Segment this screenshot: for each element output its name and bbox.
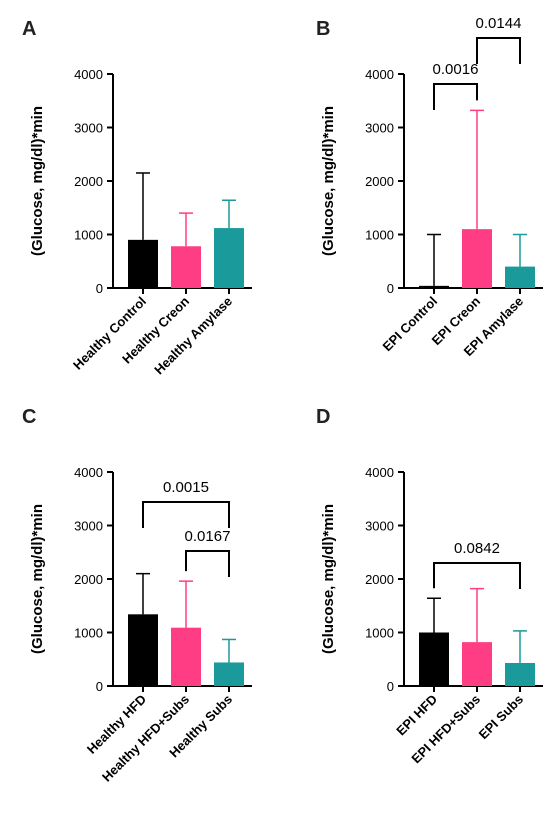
y-tick-label: 0: [387, 281, 394, 296]
y-tick-label: 3000: [74, 121, 103, 136]
bar: [419, 285, 449, 288]
y-tick-label: 4000: [74, 67, 103, 82]
bar: [214, 228, 244, 288]
p-value-label: 0.0016: [433, 61, 479, 78]
y-axis-label: (Glucose, mg/dl)*min: [320, 106, 337, 256]
bar: [505, 662, 535, 686]
panel-letter: B: [316, 18, 330, 40]
y-tick-label: 3000: [365, 121, 394, 136]
bar: [171, 627, 201, 686]
bar: [505, 266, 535, 288]
significance-bracket: 0.0167: [185, 528, 231, 577]
bar: [128, 239, 158, 288]
bar: [462, 229, 492, 288]
bracket-line: [142, 501, 230, 528]
y-tick-label: 0: [96, 281, 103, 296]
p-value-label: 0.0015: [163, 479, 209, 496]
p-value-label: 0.0842: [454, 540, 500, 557]
y-tick-label: 2000: [74, 572, 103, 587]
y-tick-label: 2000: [365, 572, 394, 587]
y-tick-label: 1000: [365, 626, 394, 641]
bar: [171, 246, 201, 288]
p-value-label: 0.0167: [185, 528, 231, 545]
y-axis-label: (Glucose, mg/dl)*min: [29, 504, 46, 654]
chart-panel-d: D (Glucose, mg/dl)*min 0 1000 2000 3000 4000 EP…: [316, 406, 543, 766]
y-axis-label: (Glucose, mg/dl)*min: [320, 504, 337, 654]
bar: [419, 632, 449, 686]
significance-bracket: 0.0144: [476, 15, 522, 64]
y-tick-label: 0: [387, 679, 394, 694]
y-tick-label: 2000: [74, 174, 103, 189]
bar: [128, 614, 158, 686]
chart-panel-b: B (Glucose, mg/dl)*min 0 1000 2000 3000 4000 EP…: [316, 15, 543, 359]
bracket-line: [433, 562, 521, 589]
chart-panel-c: C(Glucose, mg/dl)*min01000200030004000He…: [22, 406, 252, 785]
bracket-line: [476, 37, 521, 64]
y-tick-label: 4000: [74, 465, 103, 480]
y-tick-label: 3000: [365, 519, 394, 534]
y-tick-label: 2000: [365, 174, 394, 189]
y-tick-label: 0: [96, 679, 103, 694]
panel-letter: C: [22, 406, 36, 428]
bar: [214, 662, 244, 686]
x-tick-label: EPI Control: [379, 294, 440, 355]
y-tick-label: 4000: [365, 465, 394, 480]
y-tick-label: 1000: [74, 228, 103, 243]
bracket-line: [433, 83, 478, 110]
y-tick-label: 1000: [365, 228, 394, 243]
p-value-label: 0.0144: [476, 15, 522, 32]
significance-bracket: 0.0016: [433, 61, 479, 110]
chart-panel-a: A (Glucose, mg/dl)*min 0 1000 2000 3000 4000 He…: [22, 18, 252, 377]
panel-letter: A: [22, 18, 36, 40]
significance-bracket: 0.0842: [433, 540, 521, 589]
bracket-line: [185, 550, 230, 577]
bar: [462, 642, 492, 686]
significance-bracket: 0.0015: [142, 479, 230, 528]
y-tick-label: 3000: [74, 519, 103, 534]
x-tick-label: Healthy Control: [70, 294, 149, 373]
y-tick-label: 4000: [365, 67, 394, 82]
panel-letter: D: [316, 406, 330, 428]
y-axis-label: (Glucose, mg/dl)*min: [29, 106, 46, 256]
x-tick-label: EPI Subs: [476, 692, 526, 742]
y-tick-label: 1000: [74, 626, 103, 641]
x-tick-label: Healthy Amylase: [151, 294, 235, 378]
